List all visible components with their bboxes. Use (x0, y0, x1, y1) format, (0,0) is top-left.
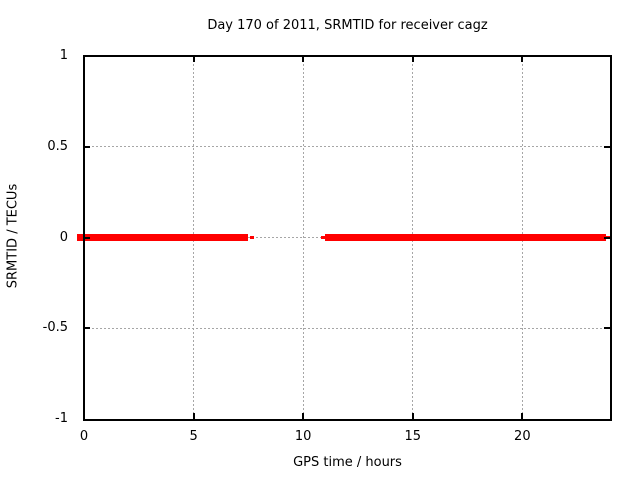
x-axis-label: GPS time / hours (293, 455, 402, 470)
y-tick-label: 0 (59, 229, 68, 245)
tick-mark (604, 236, 610, 239)
x-tick-label: 20 (514, 429, 531, 444)
tick-mark (84, 145, 90, 148)
y-tick-label: -0.5 (42, 320, 68, 336)
y-tick-label: -1 (55, 411, 68, 426)
tick-mark (411, 413, 414, 419)
y-tick-label: 1 (59, 48, 68, 63)
tick-mark (192, 413, 195, 419)
tick-mark (302, 56, 305, 62)
tick-mark (521, 413, 524, 419)
tick-mark (84, 327, 90, 330)
x-tick-label: 0 (79, 429, 89, 444)
x-tick-label: 10 (294, 429, 312, 444)
tick-mark (604, 327, 610, 330)
y-tick-label: 0.5 (47, 138, 68, 154)
tick-mark (604, 145, 610, 148)
tick-mark (302, 413, 305, 419)
series-segment (325, 234, 606, 241)
gridline-horizontal (84, 327, 610, 329)
series-segment (249, 236, 255, 239)
x-tick-label: 5 (189, 429, 198, 444)
series-segment (77, 234, 249, 241)
tick-mark (411, 56, 414, 62)
tick-mark (521, 56, 524, 62)
gridline-horizontal (84, 146, 610, 148)
chart-title: Day 170 of 2011, SRMTID for receiver cag… (207, 18, 488, 33)
tick-mark (192, 56, 195, 62)
tick-mark (84, 236, 90, 239)
x-tick-label: 15 (404, 429, 422, 444)
series-segment (320, 236, 326, 239)
